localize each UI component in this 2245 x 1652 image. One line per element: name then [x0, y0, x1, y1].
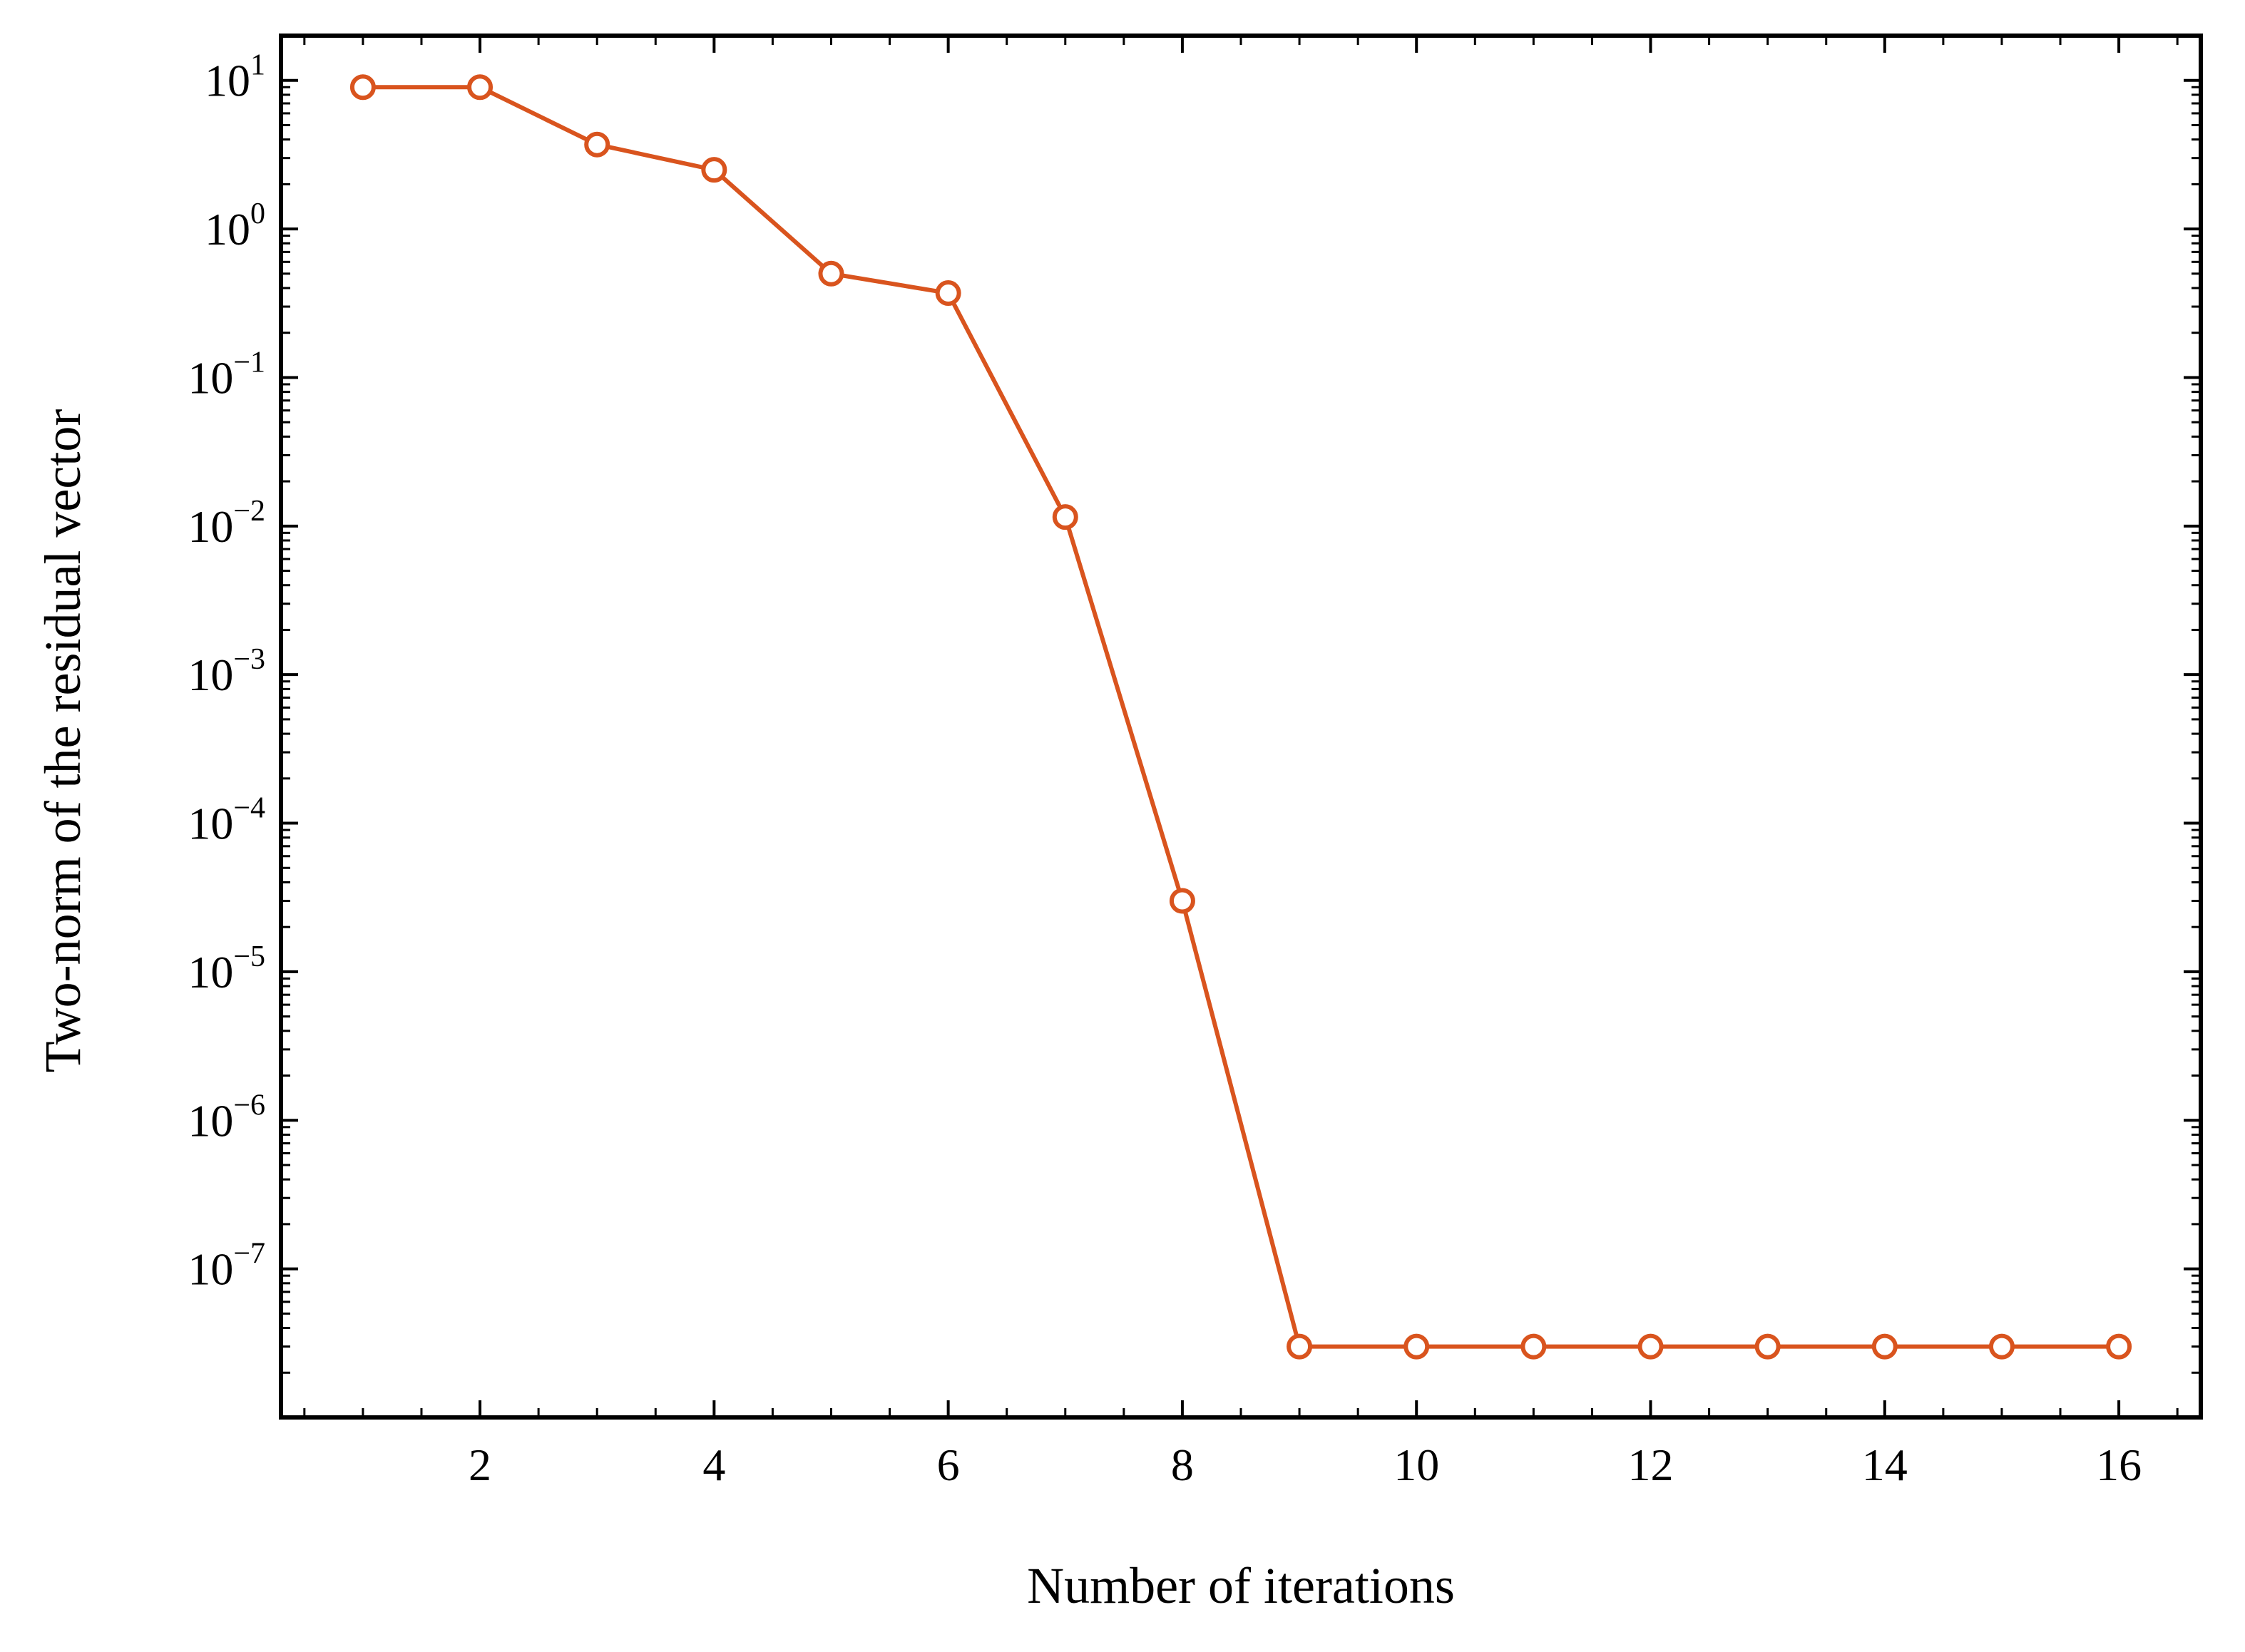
x-tick-label: 10 [1393, 1440, 1439, 1490]
data-point [467, 74, 494, 101]
y-tick-label: 101 [205, 49, 265, 106]
x-axis-label: Number of iterations [1027, 1557, 1455, 1614]
y-tick-label: 10−6 [188, 1089, 265, 1146]
data-point [935, 280, 961, 307]
series-line [362, 85, 2119, 1349]
data-point [349, 74, 376, 101]
data-point [1754, 1333, 1781, 1360]
x-tick-label: 6 [937, 1440, 960, 1490]
data-point [701, 157, 727, 183]
plot-area-frame [279, 34, 2203, 1420]
x-tick-label: 12 [1628, 1440, 1674, 1490]
data-point [1637, 1333, 1664, 1360]
series-layer [349, 74, 2132, 1360]
y-tick-label: 10−3 [188, 643, 265, 700]
x-tick-label: 4 [702, 1440, 725, 1490]
y-axis-label: Two-norm of the residual vector [34, 409, 91, 1073]
x-tick-label: 14 [1862, 1440, 1908, 1490]
data-point [1287, 1333, 1313, 1360]
data-point [584, 131, 610, 158]
data-point [818, 260, 844, 287]
data-point [2106, 1333, 2132, 1360]
data-point [1169, 888, 1195, 914]
y-tick-label: 10−4 [188, 792, 265, 849]
y-tick-label: 10−7 [188, 1238, 265, 1295]
data-point [1988, 1333, 2015, 1360]
y-tick-label: 10−2 [188, 495, 265, 552]
y-tick-label: 10−1 [188, 346, 265, 403]
data-point [1403, 1333, 1430, 1360]
x-tick-label: 2 [469, 1440, 491, 1490]
data-point [1520, 1333, 1547, 1360]
data-point [1871, 1333, 1898, 1360]
y-tick-label: 100 [205, 197, 265, 255]
data-point [1052, 504, 1078, 530]
x-tick-label: 16 [2096, 1440, 2142, 1490]
y-tick-label: 10−5 [188, 940, 265, 997]
tick-labels: 2 4 6 8 10 12 14 16 101 100 10−1 10−2 10−3 10−4 10−5 10… [188, 49, 2142, 1490]
x-tick-label: 8 [1171, 1440, 1194, 1490]
